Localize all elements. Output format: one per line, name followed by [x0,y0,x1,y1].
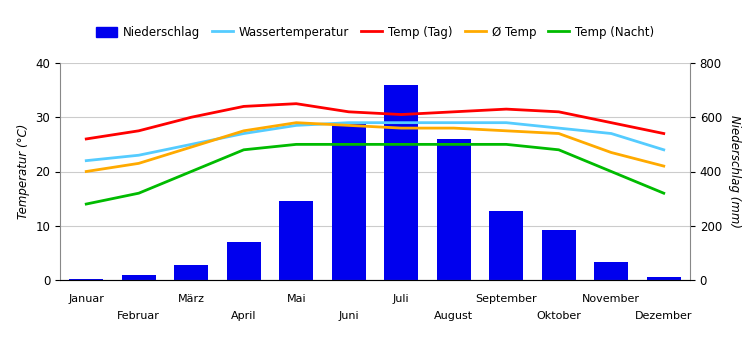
Text: Juli: Juli [393,294,410,304]
Bar [69,279,104,280]
Text: Dezember: Dezember [635,310,692,321]
Bar [174,265,208,280]
Text: August: August [434,310,473,321]
Bar [542,230,576,280]
Bar [226,242,261,280]
Bar [122,275,156,280]
Bar [384,85,418,280]
Bar [489,211,524,280]
Bar [332,122,366,280]
Bar [279,201,314,280]
Text: Januar: Januar [68,294,104,304]
Text: April: April [231,310,256,321]
Bar [646,277,681,280]
Text: Juni: Juni [338,310,359,321]
Text: September: September [476,294,537,304]
Legend: Niederschlag, Wassertemperatur, Temp (Tag), Ø Temp, Temp (Nacht): Niederschlag, Wassertemperatur, Temp (Ta… [91,21,659,44]
Text: Mai: Mai [286,294,306,304]
Text: März: März [178,294,205,304]
Text: November: November [582,294,640,304]
Y-axis label: Temperatur (°C): Temperatur (°C) [16,124,30,219]
Y-axis label: Niederschlag (mm): Niederschlag (mm) [728,115,742,228]
Bar [436,139,471,280]
Text: Oktober: Oktober [536,310,581,321]
Text: Februar: Februar [117,310,160,321]
Bar [594,262,628,280]
